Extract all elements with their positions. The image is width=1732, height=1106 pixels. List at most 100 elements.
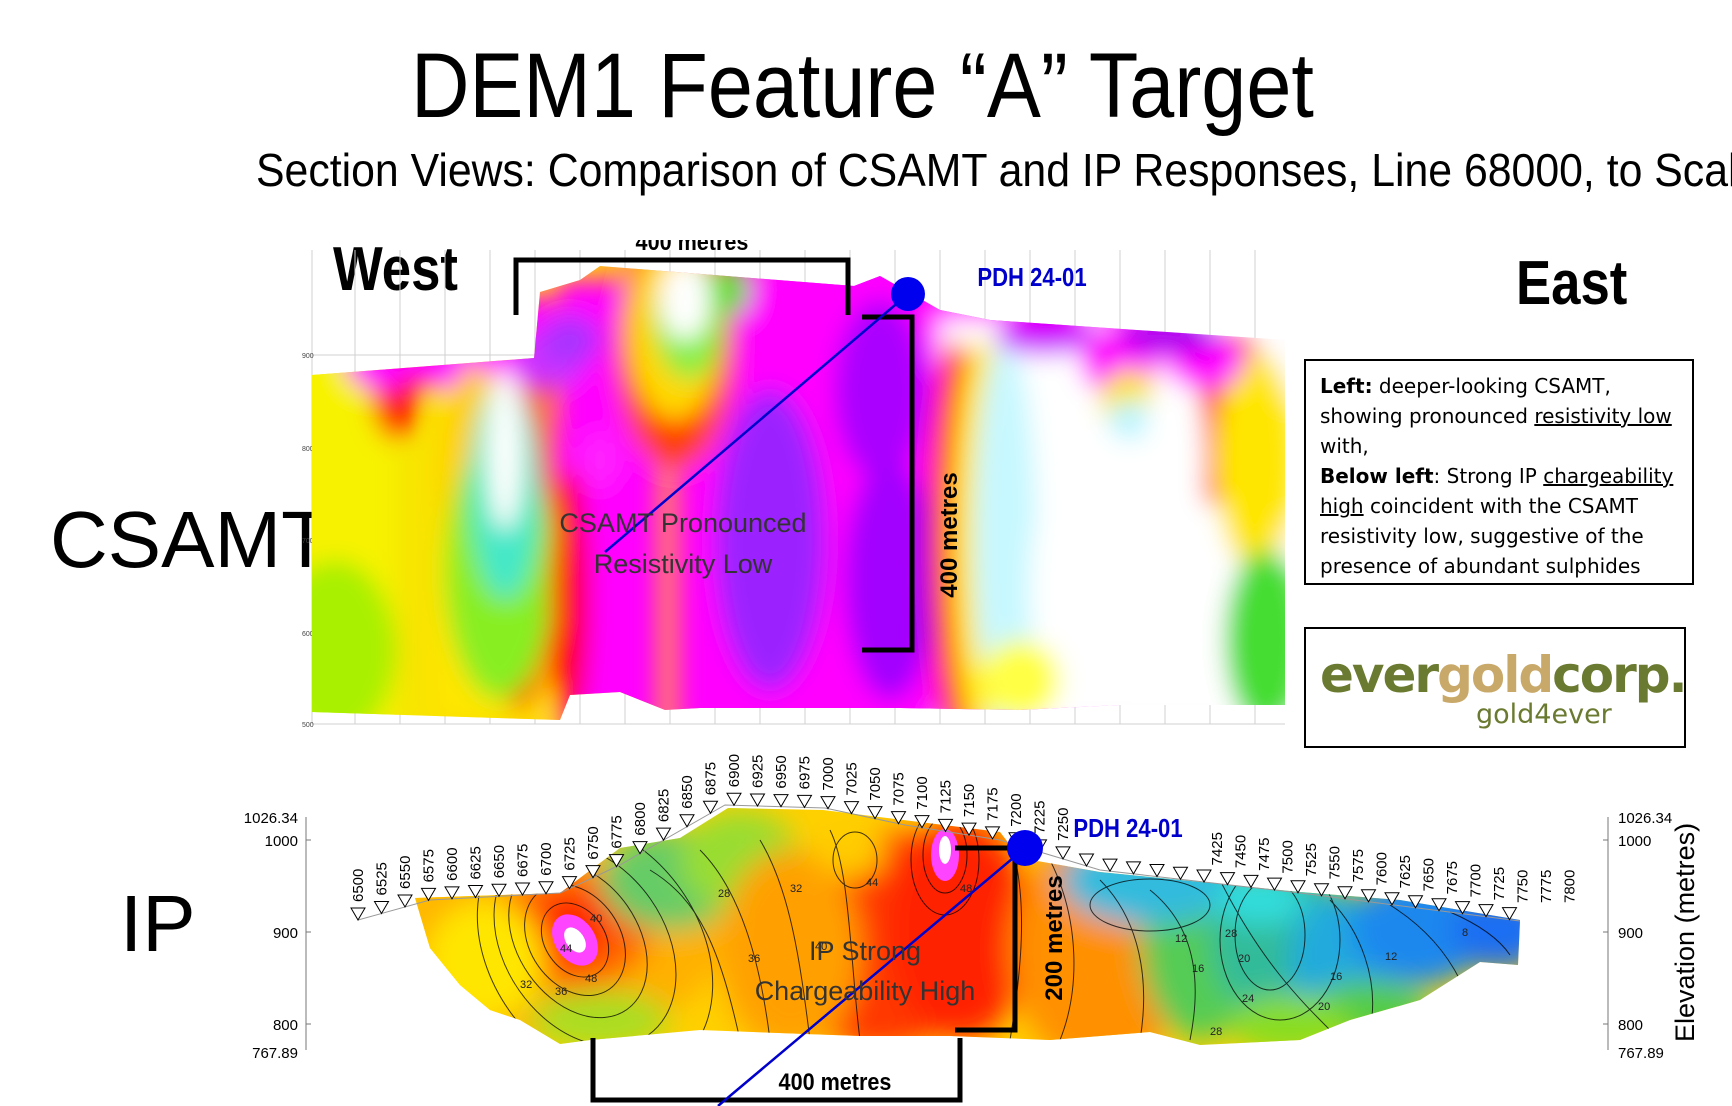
station-marker	[1196, 869, 1212, 883]
station-label: 7475	[1256, 837, 1273, 870]
station-label: 6700	[538, 842, 555, 875]
station-label: 6850	[679, 775, 696, 808]
station-label: 7750	[1515, 870, 1532, 903]
csamt-anomaly-label-2: Resistivity Low	[594, 549, 773, 579]
logo-corp: corp.	[1552, 646, 1687, 704]
station-marker	[632, 841, 648, 855]
station-marker	[514, 882, 531, 897]
station-marker	[373, 900, 390, 915]
station-label: 6925	[750, 755, 767, 788]
station-marker	[655, 827, 672, 842]
ip-right-tick-800: 800	[1618, 1017, 1643, 1034]
station-label: 7025	[844, 762, 861, 795]
station-label: 6650	[491, 845, 508, 878]
csamt-drillhole-collar	[891, 277, 925, 311]
ip-left-tick-800: 800	[273, 1017, 298, 1034]
station-label: 7425	[1209, 832, 1226, 865]
logo-ever: ever	[1320, 646, 1439, 704]
contour-label-28c: 28	[1210, 1026, 1222, 1038]
station-marker	[1431, 898, 1447, 912]
station-marker	[491, 883, 507, 898]
station-marker	[726, 792, 742, 807]
ip-section: 48 44 40 36 32 28 36 40 32 28 44 48 12 1…	[244, 754, 1672, 1106]
station-label: 6500	[350, 869, 367, 902]
page-subtitle: Section Views: Comparison of CSAMT and I…	[256, 144, 1732, 196]
note-below-bold: Below left	[1320, 464, 1434, 488]
station-marker	[937, 818, 954, 833]
ip-right-tick-bottom: 767.89	[1618, 1045, 1664, 1062]
csamt-tick-700: 700	[302, 538, 314, 545]
ip-station-labels: 6500 6525 6550 6575 6600 6625 6650 6675 6700 6725…	[350, 754, 1579, 903]
logo-gold: gold	[1437, 646, 1554, 704]
station-label: 7700	[1468, 864, 1485, 897]
note-text-3: : Strong IP	[1433, 464, 1544, 488]
station-label: 6625	[468, 846, 485, 879]
station-label: 6750	[585, 826, 602, 859]
station-label: 6675	[515, 844, 532, 877]
contour-label-48a: 48	[585, 973, 597, 985]
ip-right-axis: 1026.34 1000 900 800 767.89	[1603, 810, 1672, 1062]
contour-label-36b: 36	[748, 953, 760, 965]
station-label: 6950	[773, 755, 790, 788]
contour-label-12b: 12	[1385, 951, 1397, 963]
ip-elevation-axis-label: Elevation (metres)	[1670, 822, 1700, 1042]
contour-label-44b: 44	[866, 877, 878, 889]
station-marker	[561, 876, 578, 890]
logo-wordmark: evergoldcorp.	[1320, 646, 1688, 704]
note-underline-2: chargeability high	[1320, 464, 1674, 518]
station-marker	[1478, 904, 1494, 918]
contour-label-20b: 20	[1318, 1001, 1330, 1013]
station-marker	[1407, 895, 1424, 909]
csamt-section: 900 800 700 600 500	[302, 240, 1285, 729]
station-marker	[420, 887, 437, 902]
page-title: DEM1 Feature “A” Target	[410, 35, 1314, 137]
contour-label-40a: 40	[590, 913, 602, 925]
west-label: West	[333, 235, 458, 304]
station-marker	[1501, 907, 1518, 921]
station-label: 7800	[1562, 870, 1579, 903]
station-marker	[1243, 874, 1259, 889]
station-label: 6775	[609, 815, 626, 848]
station-marker	[1149, 864, 1165, 878]
ip-left-tick-1000: 1000	[265, 833, 298, 850]
note-left-bold: Left:	[1320, 374, 1373, 398]
ip-left-axis: 1026.34 1000 900 800 767.89	[244, 810, 311, 1062]
station-label: 7075	[891, 772, 908, 805]
ip-left-tick-900: 900	[273, 925, 298, 942]
note-text-2: with,	[1320, 434, 1369, 458]
ip-left-tick-top: 1026.34	[244, 810, 298, 827]
contour-label-16a: 16	[1192, 963, 1204, 975]
ip-drillhole-trace	[717, 847, 1026, 1106]
contour-label-36a: 36	[555, 986, 567, 998]
station-label: 7100	[914, 776, 931, 809]
ip-scale-bracket-right	[955, 845, 1018, 1033]
csamt-elev-ticks: 900 800 700 600 500	[302, 353, 314, 729]
station-marker	[397, 894, 413, 908]
ip-right-tick-top: 1026.34	[1618, 810, 1672, 827]
station-marker	[843, 801, 860, 815]
station-label: 6575	[421, 849, 438, 882]
station-marker	[867, 806, 883, 820]
csamt-resistivity-colormap	[312, 266, 1285, 720]
station-marker	[1266, 877, 1283, 892]
note-underline-1: resistivity low	[1534, 404, 1672, 428]
station-label: 7000	[820, 757, 837, 790]
station-label: 7500	[1280, 840, 1297, 873]
ip-station-markers	[350, 792, 1518, 921]
station-marker	[1454, 901, 1471, 915]
station-label: 7725	[1491, 867, 1508, 900]
station-label: 7675	[1444, 861, 1461, 894]
csamt-scale-vertical-label: 400 metres	[936, 472, 963, 597]
ip-right-tick-1000: 1000	[1618, 833, 1651, 850]
station-marker	[773, 794, 789, 808]
station-label: 6900	[726, 754, 743, 787]
station-marker	[796, 794, 813, 809]
ip-scale-bracket-bottom	[590, 1038, 963, 1103]
station-label: 6550	[397, 856, 414, 889]
station-marker	[1055, 846, 1071, 860]
station-label: 7600	[1374, 852, 1391, 885]
contour-label-16b: 16	[1330, 971, 1342, 983]
station-label: 7525	[1303, 843, 1320, 876]
station-label: 7150	[961, 784, 978, 817]
station-label: 7650	[1421, 858, 1438, 891]
